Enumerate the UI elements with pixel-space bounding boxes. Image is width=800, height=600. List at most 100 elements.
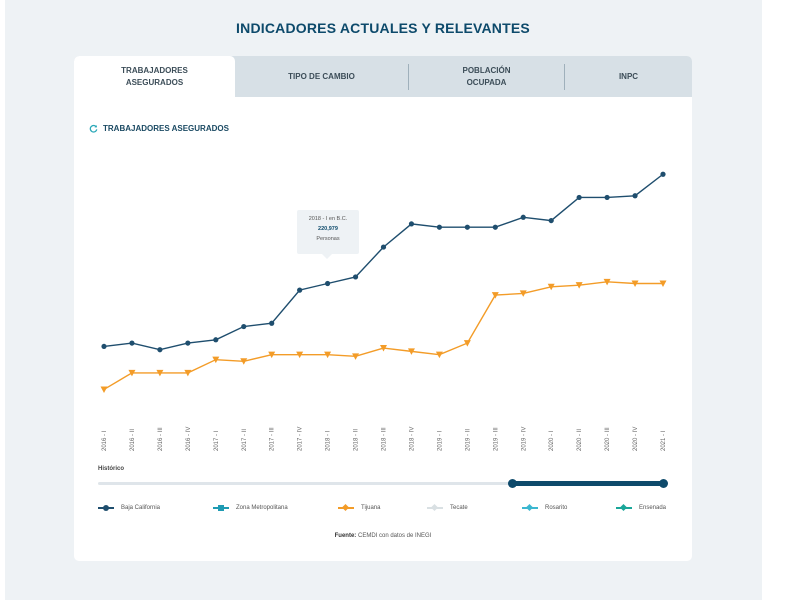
legend-label: Tecate <box>450 505 468 511</box>
refresh-icon[interactable] <box>89 124 98 133</box>
x-tick-label: 2017 - III <box>270 427 276 451</box>
tab-tipo-de-cambio[interactable]: TIPO DE CAMBIO <box>235 56 408 97</box>
data-point[interactable] <box>435 351 443 359</box>
x-tick-label: 2020 - II <box>577 429 583 451</box>
x-tick-label: 2018 - IV <box>409 427 415 451</box>
data-point[interactable] <box>463 340 471 347</box>
data-point[interactable] <box>185 340 191 346</box>
x-tick-label: 2017 - II <box>242 429 248 451</box>
x-tick-label: 2018 - II <box>354 429 360 451</box>
data-point[interactable] <box>407 348 415 355</box>
data-point[interactable] <box>659 280 667 288</box>
data-point[interactable] <box>520 214 526 220</box>
tab-label-line2: ASEGURADOS <box>125 77 184 87</box>
data-point[interactable] <box>436 224 442 230</box>
x-tick-label: 2019 - III <box>493 427 499 451</box>
data-point[interactable] <box>408 221 415 227</box>
data-point[interactable] <box>352 353 360 360</box>
tab-label: INPC <box>618 71 639 81</box>
x-tick-label: 2019 - IV <box>521 427 527 451</box>
tab-label-line1: TRABAJADORES <box>121 65 188 75</box>
data-point[interactable] <box>632 193 638 199</box>
data-point[interactable] <box>157 347 163 353</box>
legend-item-tecate[interactable]: Tecate <box>427 503 468 512</box>
data-point[interactable] <box>576 194 582 201</box>
tab-label-line2: OCUPADA <box>466 77 507 87</box>
data-point[interactable] <box>464 224 470 230</box>
legend-marker-icon <box>338 503 354 512</box>
legend-label: Zona Metropolitana <box>236 505 288 511</box>
data-point[interactable] <box>660 171 666 177</box>
x-tick-label: 2020 - IV <box>633 427 639 451</box>
legend-item-ensenada[interactable]: Ensenada <box>616 503 666 512</box>
data-point[interactable] <box>631 280 639 288</box>
data-point[interactable] <box>492 224 498 230</box>
data-point[interactable] <box>129 340 135 346</box>
x-tick-label: 2019 - II <box>465 429 471 451</box>
indicators-card: TRABAJADORES ASEGURADOS TIPO DE CAMBIO PO… <box>74 56 692 561</box>
data-point[interactable] <box>491 292 499 299</box>
range-slider-start-handle[interactable] <box>508 479 517 488</box>
data-point[interactable] <box>213 337 219 343</box>
data-point[interactable] <box>380 345 387 352</box>
tab-trabajadores-asegurados[interactable]: TRABAJADORES ASEGURADOS <box>74 56 235 97</box>
range-slider-track[interactable] <box>98 482 664 485</box>
section-title: TRABAJADORES ASEGURADOS <box>89 124 229 133</box>
data-point[interactable] <box>128 369 136 377</box>
data-point[interactable] <box>212 356 220 364</box>
data-point[interactable] <box>156 369 164 377</box>
data-point[interactable] <box>519 290 527 297</box>
data-point[interactable] <box>325 280 331 287</box>
source-text: CEMDI con datos de INEGI <box>357 533 432 539</box>
data-point[interactable] <box>297 287 303 293</box>
range-slider-end-handle[interactable] <box>659 479 668 488</box>
x-tick-label: 2016 - I <box>102 430 108 451</box>
data-point[interactable] <box>241 323 247 330</box>
x-tick-label: 2019 - I <box>437 430 443 451</box>
legend-label: Tijuana <box>361 505 381 511</box>
data-point[interactable] <box>268 351 276 359</box>
tooltip-pointer <box>322 254 332 259</box>
data-point[interactable] <box>296 351 304 359</box>
data-point[interactable] <box>603 278 611 286</box>
data-point[interactable] <box>269 320 275 326</box>
range-slider-selection[interactable] <box>512 481 664 486</box>
data-point[interactable] <box>101 343 107 350</box>
tab-poblacion-ocupada[interactable]: POBLACIÓN OCUPADA <box>409 56 564 97</box>
section-title-text: TRABAJADORES ASEGURADOS <box>103 124 229 133</box>
x-tick-label: 2016 - IV <box>186 427 192 451</box>
legend-item-tijuana[interactable]: Tijuana <box>338 503 381 512</box>
tooltip-unit: Personas <box>316 236 340 242</box>
tab-divider <box>564 64 565 90</box>
tooltip-value: 220,979 <box>318 226 338 232</box>
data-point[interactable] <box>100 386 108 393</box>
x-tick-label: 2018 - I <box>326 430 332 451</box>
tab-inpc[interactable]: INPC <box>565 56 692 97</box>
chart-tooltip: 2018 - I en B.C. 220,979 Personas <box>297 210 359 254</box>
data-point[interactable] <box>240 358 248 365</box>
legend-marker-icon <box>98 504 114 512</box>
legend-marker-icon <box>427 503 443 512</box>
x-tick-label: 2016 - II <box>130 429 136 451</box>
data-point[interactable] <box>604 194 610 201</box>
data-point[interactable] <box>324 351 332 359</box>
legend-item-baja-california[interactable]: Baja California <box>98 504 160 512</box>
x-tick-label: 2016 - III <box>158 427 164 451</box>
data-point[interactable] <box>548 217 554 224</box>
legend-item-zona-metropolitana[interactable]: Zona Metropolitana <box>213 504 288 512</box>
data-point[interactable] <box>380 244 387 250</box>
legend-label: Baja California <box>121 505 161 511</box>
data-point[interactable] <box>547 283 555 291</box>
x-tick-label: 2017 - I <box>214 430 220 451</box>
legend-item-rosarito[interactable]: Rosarito <box>522 503 567 512</box>
x-tick-label: 2017 - IV <box>298 427 304 451</box>
data-point[interactable] <box>352 274 359 280</box>
tab-divider <box>408 64 409 90</box>
data-point[interactable] <box>184 369 192 377</box>
line-chart: 2016 - I 2016 - II 2016 - III 2016 - IV 2017… <box>100 171 667 451</box>
x-tick-label: 2018 - III <box>382 427 388 451</box>
source-note: Fuente: CEMDI con datos de INEGI <box>74 533 692 539</box>
series-line-baja-california <box>103 173 664 351</box>
data-point[interactable] <box>575 282 583 289</box>
tab-label: TIPO DE CAMBIO <box>288 71 355 81</box>
